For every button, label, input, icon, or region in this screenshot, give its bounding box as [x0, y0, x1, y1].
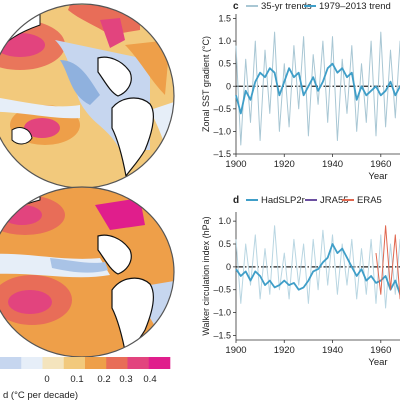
colorbar-swatch — [85, 357, 107, 369]
colorbar-swatch — [42, 357, 65, 369]
x-tick-label: 1940 — [322, 159, 343, 170]
y-axis-label: Walker circulation index (hPa) — [201, 216, 211, 335]
legend-entry: ERA5 — [357, 195, 382, 206]
x-tick-label: 1920 — [274, 345, 295, 356]
x-tick-label: 1940 — [322, 345, 343, 356]
y-tick-label: 1.0 — [218, 36, 231, 46]
y-tick-label: 1.5 — [218, 14, 231, 24]
series-line-hadslp2r — [235, 243, 400, 296]
legend-entry: HadSLP2r — [261, 195, 305, 206]
panel-d: d HadSLP2r JRA55 ERA5 –1.5 –1.0 –0.5 0 0.5 1.0 190… — [201, 195, 400, 368]
y-tick-label: 0.5 — [218, 239, 231, 249]
colorbar-swatch — [21, 357, 43, 369]
series-line-35-yr-trends — [235, 31, 400, 146]
x-axis-label: Year — [368, 357, 387, 368]
colorbar-swatch — [148, 357, 171, 369]
x-tick-label: 1920 — [274, 159, 295, 170]
colorbar: 0 0.1 0.2 0.3 0.4 d (°C per decade) — [0, 357, 171, 400]
panel-letter: c — [233, 1, 239, 12]
legend-entry: 35-yr trends — [261, 1, 312, 12]
colorbar-tick-label: 0 — [44, 374, 49, 385]
sst-trend-map-bottom — [0, 186, 175, 358]
y-tick-label: –0.5 — [213, 104, 231, 114]
y-tick-label: –1.5 — [213, 330, 231, 340]
colorbar-tick-label: 0.4 — [143, 374, 156, 385]
x-tick-label: 1960 — [370, 159, 391, 170]
y-tick-label: 0.5 — [218, 59, 231, 69]
legend-entry: JRA55 — [320, 195, 349, 206]
series-line-era5 — [375, 225, 400, 300]
x-tick-label: 1960 — [370, 345, 391, 356]
colorbar-swatch — [127, 357, 150, 369]
y-tick-label: 0 — [226, 81, 231, 91]
colorbar-swatch — [0, 357, 22, 369]
plot-area — [235, 225, 400, 309]
y-tick-label: 1.0 — [218, 216, 231, 226]
x-tick-label: 1900 — [225, 345, 246, 356]
colorbar-tick-label: 0.3 — [119, 374, 132, 385]
series-line-hadslp2r-35-yr-trends- — [235, 225, 400, 309]
colorbar-label: d (°C per decade) — [3, 390, 78, 400]
sst-trend-map-top — [0, 3, 175, 189]
y-tick-label: –1.0 — [213, 308, 231, 318]
y-axis-label: Zonal SST gradient (°C) — [201, 36, 211, 132]
colorbar-swatch — [63, 357, 86, 369]
y-tick-label: –0.5 — [213, 285, 231, 295]
legend-entry: 1979–2013 trend — [319, 1, 391, 12]
y-tick-label: 0 — [226, 262, 231, 272]
colorbar-tick-label: 0.2 — [97, 374, 110, 385]
panel-letter: d — [233, 195, 239, 206]
plot-area — [235, 31, 400, 146]
y-tick-label: –1.0 — [213, 126, 231, 136]
x-tick-label: 1900 — [225, 159, 246, 170]
colorbar-swatch — [106, 357, 128, 369]
y-tick-label: –1.5 — [213, 149, 231, 159]
colorbar-tick-label: 0.1 — [70, 374, 83, 385]
series-line-1979-2013-trend — [235, 62, 400, 115]
panel-c: c 35-yr trends 1979–2013 trend –1.5 –1.0 –0.5… — [201, 1, 400, 182]
x-axis-label: Year — [368, 171, 387, 182]
